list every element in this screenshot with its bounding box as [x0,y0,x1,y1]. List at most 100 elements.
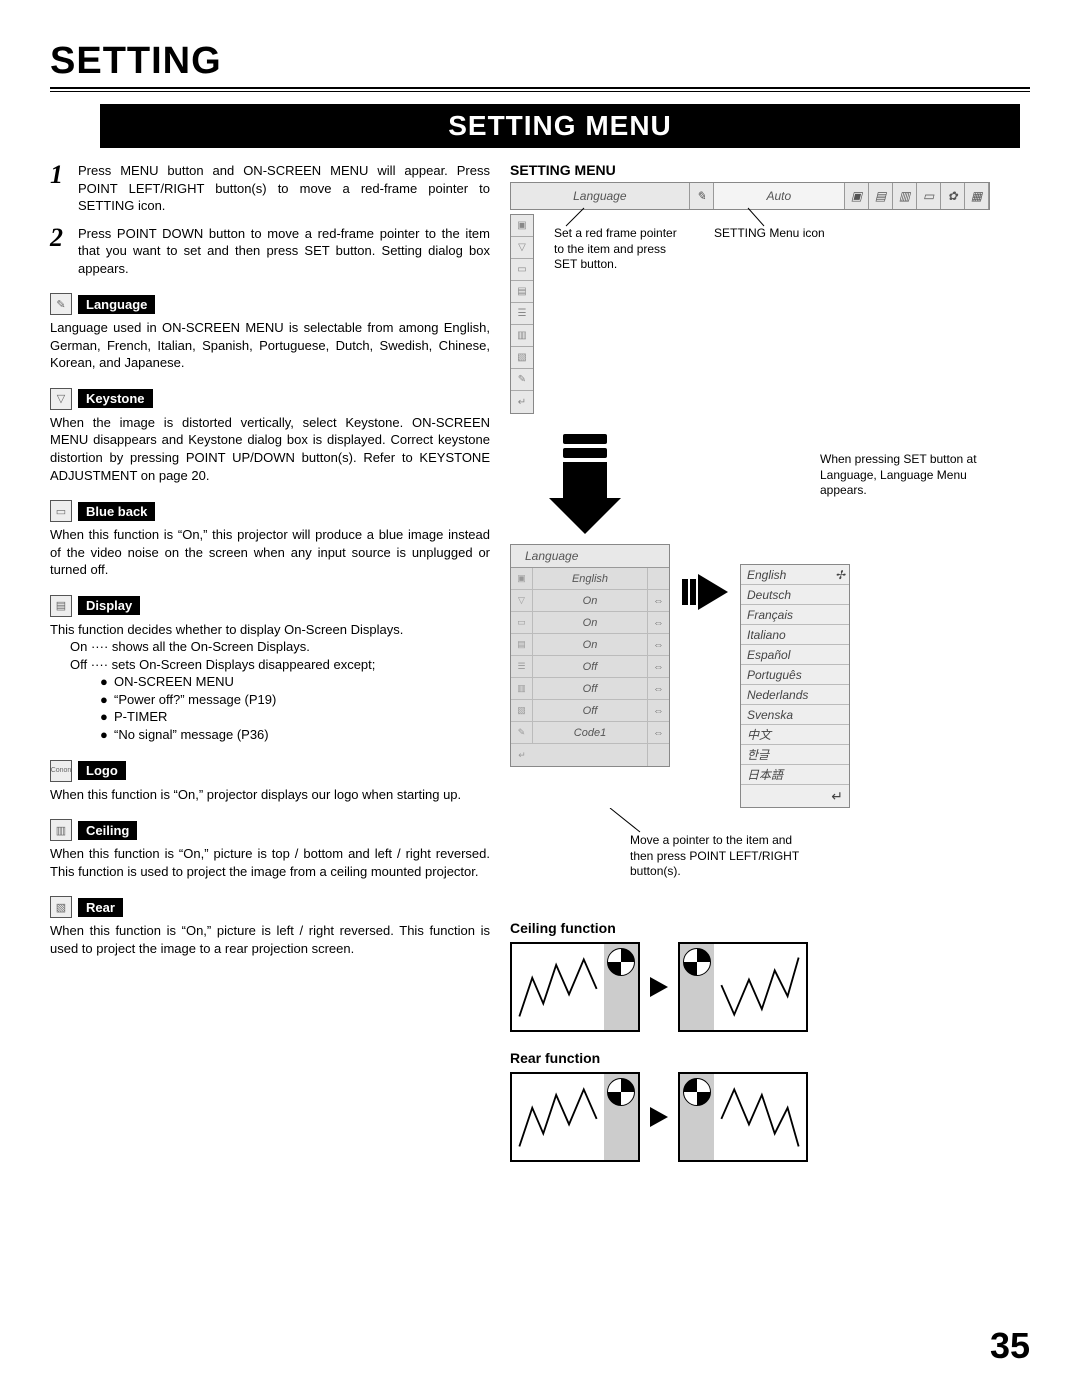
settings-action: ⇔ [647,722,669,743]
language-option: 中文 [741,725,849,745]
step-number: 1 [50,162,78,215]
page-title: SETTING [50,40,1030,83]
subsection-text: When this function is “On,” projector di… [50,786,490,804]
subsection-rear: ▧ Rear When this function is “On,” pictu… [50,896,490,957]
strip-icon: ✎ [511,369,533,391]
language-option: 日本語 [741,765,849,785]
subsection-label: Display [78,596,140,615]
subsection-display: ▤ Display This function decides whether … [50,595,490,744]
function-box-after [678,942,808,1032]
menu-bar-icon: ▤ [869,183,893,209]
subsection-label: Blue back [78,502,155,521]
language-option: Deutsch [741,585,849,605]
arrow-right-icon [650,977,668,997]
menu-bar-icon: ▥ [893,183,917,209]
language-list: English✢ Deutsch Français Italiano Españ… [740,564,850,808]
settings-action: ⇔ [647,612,669,633]
right-heading: SETTING MENU [510,162,990,178]
language-option: Svenska [741,705,849,725]
bullet-text: “No signal” message (P36) [114,726,269,744]
strip-icon: ▥ [511,325,533,347]
strip-icon: ▣ [511,215,533,237]
language-icon: ✎ [50,293,72,315]
settings-value: Off [533,678,647,699]
function-box-before [510,942,640,1032]
pie-icon [683,1078,711,1106]
subsection-text: When the image is distorted vertically, … [50,414,490,484]
subsection-keystone: ▽ Keystone When the image is distorted v… [50,388,490,484]
list-item: ●“Power off?” message (P19) [100,691,490,709]
subsection-blueback: ▭ Blue back When this function is “On,” … [50,500,490,579]
bullet-text: ON-SCREEN MENU [114,673,234,691]
list-item: ●“No signal” message (P36) [100,726,490,744]
subsection-logo: Conon Logo When this function is “On,” p… [50,760,490,804]
callout-setbutton: When pressing SET button at Language, La… [820,452,990,499]
callout-connector [554,200,814,234]
menu-bar-icon: ▭ [917,183,941,209]
settings-row: ▣English [511,568,669,590]
step-number: 2 [50,225,78,278]
strip-icon: ▽ [511,237,533,259]
subsection-label: Ceiling [78,821,137,840]
pie-icon [683,948,711,976]
strip-icon: ☰ [511,303,533,325]
language-option: Italiano [741,625,849,645]
pie-icon [607,1078,635,1106]
subsection-text: When this function is “On,” picture is t… [50,845,490,880]
subsection-label: Logo [78,761,126,780]
menu-bar-icon: ✿ [941,183,965,209]
subsection-text: When this function is “On,” picture is l… [50,922,490,957]
settings-value: Off [533,700,647,721]
settings-row: ↵ [511,744,669,766]
settings-row: ▥Off⇔ [511,678,669,700]
language-option: Español [741,645,849,665]
language-option: Português [741,665,849,685]
logo-icon: Conon [50,760,72,782]
ceiling-icon: ▥ [50,819,72,841]
settings-row: ☰Off⇔ [511,656,669,678]
language-option: Nederlands [741,685,849,705]
subsection-label: Keystone [78,389,153,408]
settings-value: English [533,568,647,589]
callout-movepointer: Move a pointer to the item and then pres… [630,833,810,880]
step-2: 2 Press POINT DOWN button to move a red-… [50,225,490,278]
rule-thick [50,87,1030,89]
left-column: 1 Press MENU button and ON-SCREEN MENU w… [50,162,490,1162]
subsection-language: ✎ Language Language used in ON-SCREEN ME… [50,293,490,372]
ceiling-function-diagram [510,942,990,1032]
bullet-text: P-TIMER [114,708,167,726]
language-option: English✢ [741,565,849,585]
arrow-right-icon [650,1107,668,1127]
menu-bar-icon: ▣ [845,183,869,209]
settings-row: ▭On⇔ [511,612,669,634]
settings-row: ▽On⇔ [511,590,669,612]
settings-action: ⇔ [647,656,669,677]
ceiling-function-title: Ceiling function [510,920,990,936]
subsection-text: Language used in ON-SCREEN MENU is selec… [50,319,490,372]
settings-action: ⇔ [647,700,669,721]
settings-value: On [533,612,647,633]
subsection-label: Rear [78,898,123,917]
arrow-right-icon [682,574,728,610]
strip-icon: ▭ [511,259,533,281]
function-box-before [510,1072,640,1162]
settings-row: ▤On⇔ [511,634,669,656]
settings-action: ⇔ [647,634,669,655]
strip-icon: ▤ [511,281,533,303]
page-number: 35 [990,1325,1030,1367]
settings-value: On [533,590,647,611]
subsection-text: When this function is “On,” this project… [50,526,490,579]
list-item: ●P-TIMER [100,708,490,726]
strip-icon: ▧ [511,347,533,369]
subsection-ceiling: ▥ Ceiling When this function is “On,” pi… [50,819,490,880]
right-column: SETTING MENU Language ✎ Auto ▣ ▤ ▥ ▭ ✿ ▦… [510,162,990,1162]
rear-icon: ▧ [50,896,72,918]
settings-action [647,568,669,589]
section-banner: SETTING MENU [100,104,1020,148]
display-off-line: Off ···· sets On-Screen Displays disappe… [70,656,490,674]
settings-panel-header: Language [511,545,669,568]
list-item: ●ON-SCREEN MENU [100,673,490,691]
settings-row: ▧Off⇔ [511,700,669,722]
display-icon: ▤ [50,595,72,617]
icon-strip: ▣ ▽ ▭ ▤ ☰ ▥ ▧ ✎ ↵ [510,214,534,414]
